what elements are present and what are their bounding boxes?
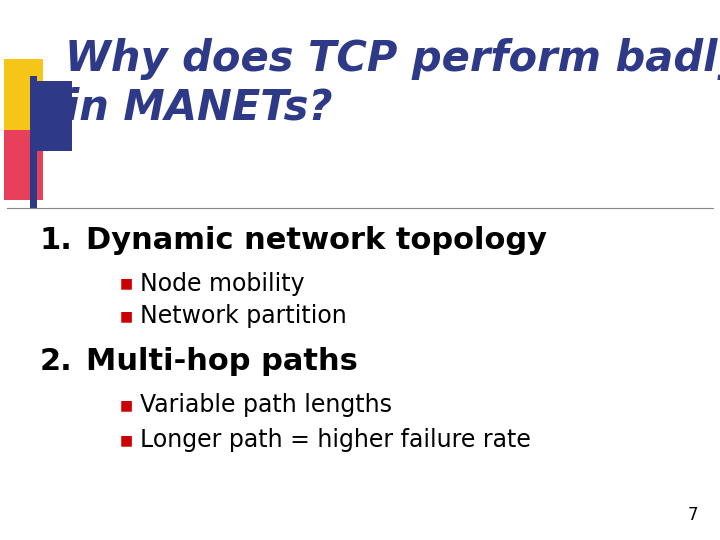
Text: ■: ■ xyxy=(120,276,132,291)
Text: 7: 7 xyxy=(688,506,698,524)
Text: Node mobility: Node mobility xyxy=(140,272,305,295)
Text: 2.: 2. xyxy=(40,347,72,376)
Text: Longer path = higher failure rate: Longer path = higher failure rate xyxy=(140,428,531,452)
Text: Multi-hop paths: Multi-hop paths xyxy=(86,347,359,376)
Text: Why does TCP perform badly
in MANETs?: Why does TCP perform badly in MANETs? xyxy=(65,38,720,129)
Text: Dynamic network topology: Dynamic network topology xyxy=(86,226,547,255)
Text: Network partition: Network partition xyxy=(140,304,347,328)
Text: ■: ■ xyxy=(120,309,132,323)
Text: ■: ■ xyxy=(120,398,132,412)
Text: Variable path lengths: Variable path lengths xyxy=(140,393,392,417)
Text: 1.: 1. xyxy=(39,226,72,255)
Text: ■: ■ xyxy=(120,433,132,447)
